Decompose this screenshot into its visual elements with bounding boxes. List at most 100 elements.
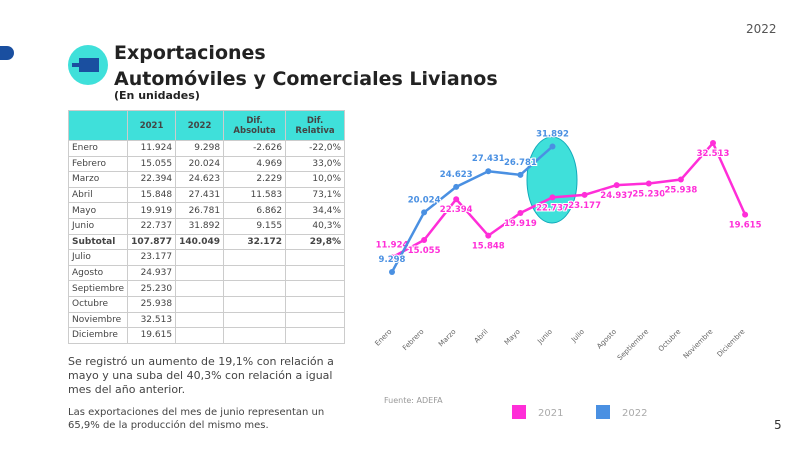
table-cell: 19.615	[127, 327, 177, 344]
table-cell	[223, 327, 287, 344]
table-row: Febrero 15.055 20.024 4.969 33,0%	[67, 155, 345, 173]
table-cell: 73,1%	[285, 186, 345, 204]
table-cell	[223, 311, 287, 329]
x-tick-label: Noviembre	[682, 328, 715, 361]
table-cell: Mayo	[67, 202, 129, 219]
table-cell: 9.155	[223, 217, 287, 235]
table-cell: 140.049	[175, 233, 225, 251]
data-label: 22.737	[536, 203, 569, 213]
table-cell: 11.924	[127, 140, 177, 157]
chart: Enero Febrero Marzo Abril Mayo Junio Julio Agos…	[373, 128, 763, 419]
table-cell: 6.862	[223, 202, 287, 219]
legend-label: 2022	[622, 408, 647, 419]
point	[742, 211, 749, 218]
x-tick-label: Abril	[473, 328, 490, 345]
legend-swatch	[596, 405, 610, 419]
table-cell: -22,0%	[285, 140, 345, 157]
table-cell: 23.177	[127, 249, 177, 266]
x-tick-label: Julio	[569, 328, 586, 345]
table-row: Agosto 24.937	[67, 264, 345, 282]
table-cell: 107.877	[127, 233, 177, 251]
table-cell: 34,4%	[285, 202, 345, 219]
table-row: Junio 22.737 31.892 9.155 40,3%	[67, 217, 345, 235]
point	[677, 176, 684, 183]
year: 2022	[746, 22, 777, 36]
table-cell: Febrero	[67, 155, 129, 173]
x-tick-label: Mayo	[503, 328, 522, 347]
table-cell: Marzo	[67, 171, 129, 188]
table-row: Enero 11.924 9.298 -2.626 -22,0%	[67, 140, 345, 157]
table-cell: 24.937	[127, 264, 177, 282]
table-cell: Noviembre	[67, 311, 129, 329]
table-cell: 29,8%	[285, 233, 345, 251]
table-row: Mayo 19.919 26.781 6.862 34,4%	[67, 202, 345, 219]
table-cell: 32.172	[223, 233, 287, 251]
data-label: 20.024	[408, 195, 441, 205]
data-label: 25.938	[664, 186, 697, 196]
table-row: Diciembre 19.615	[67, 327, 345, 344]
table-cell: 19.919	[127, 202, 177, 219]
table-cell	[175, 280, 225, 297]
table-cell: 15.848	[127, 186, 177, 204]
table-row: Abril 15.848 27.431 11.583 73,1%	[67, 186, 345, 204]
source: Fuente: ADEFA	[384, 396, 443, 405]
table-cell	[285, 249, 345, 266]
table-cell	[223, 264, 287, 282]
table-cell	[285, 295, 345, 313]
line	[391, 140, 747, 259]
data-label: 24.623	[440, 170, 473, 180]
table-cell	[285, 264, 345, 282]
point	[710, 140, 716, 146]
data-label: 27.431	[472, 154, 505, 164]
table-row: Octubre 25.938	[67, 295, 345, 313]
table-cell	[223, 280, 287, 297]
point	[549, 194, 556, 201]
table-cell: Junio	[67, 217, 129, 235]
subtitle: (En unidades)	[114, 89, 200, 102]
table-cell: 32.513	[127, 311, 177, 329]
point	[421, 209, 428, 216]
table-cell	[175, 311, 225, 329]
table-cell: Abril	[67, 186, 129, 204]
point	[389, 254, 395, 261]
table-row: Julio 23.177	[67, 249, 345, 266]
table-cell: 10,0%	[285, 171, 345, 188]
point	[645, 180, 652, 187]
table-cell: 31.892	[175, 217, 225, 235]
data-label: 23.177	[568, 201, 601, 211]
table-row: Septiembre 25.230	[67, 280, 345, 297]
data-label: 15.055	[408, 246, 441, 256]
data-label: 15.848	[472, 242, 505, 252]
x-tick-label: Junio	[535, 328, 554, 347]
table-cell	[285, 327, 345, 344]
header-cell: Dif. Absoluta	[223, 110, 287, 141]
table-cell: 25.230	[127, 280, 177, 297]
table-cell	[223, 249, 287, 266]
table-cell: 33,0%	[285, 155, 345, 173]
note: Las exportaciones del mes de junio repre…	[68, 407, 325, 431]
table-cell: 40,3%	[285, 217, 345, 235]
x-tick-label: Marzo	[437, 328, 458, 349]
header-cell: Dif. Relativa	[285, 110, 345, 141]
x-tick-label: Octubre	[657, 328, 682, 353]
header-row: 2021 2022 Dif. Absoluta Dif. Relativa	[67, 110, 345, 141]
point	[389, 269, 395, 275]
page-number: 5	[774, 418, 782, 432]
point	[485, 168, 492, 175]
tab	[0, 46, 14, 60]
x-tick-label: Septiembre	[616, 328, 650, 362]
table-cell: -2.626	[223, 140, 287, 157]
table-cell: 20.024	[175, 155, 225, 173]
table-cell: Enero	[67, 140, 129, 157]
data-label: 25.230	[632, 189, 665, 199]
point	[485, 232, 492, 239]
note: Se registró un aumento de 19,1% con rela…	[68, 355, 334, 396]
table-cell: Julio	[67, 249, 129, 266]
table-cell	[175, 264, 225, 282]
table-cell	[175, 327, 225, 344]
line	[390, 145, 554, 273]
table-row: Noviembre 32.513	[67, 311, 345, 329]
point	[613, 182, 620, 189]
table-cell: 27.431	[175, 186, 225, 204]
data-label: 31.892	[536, 129, 569, 139]
